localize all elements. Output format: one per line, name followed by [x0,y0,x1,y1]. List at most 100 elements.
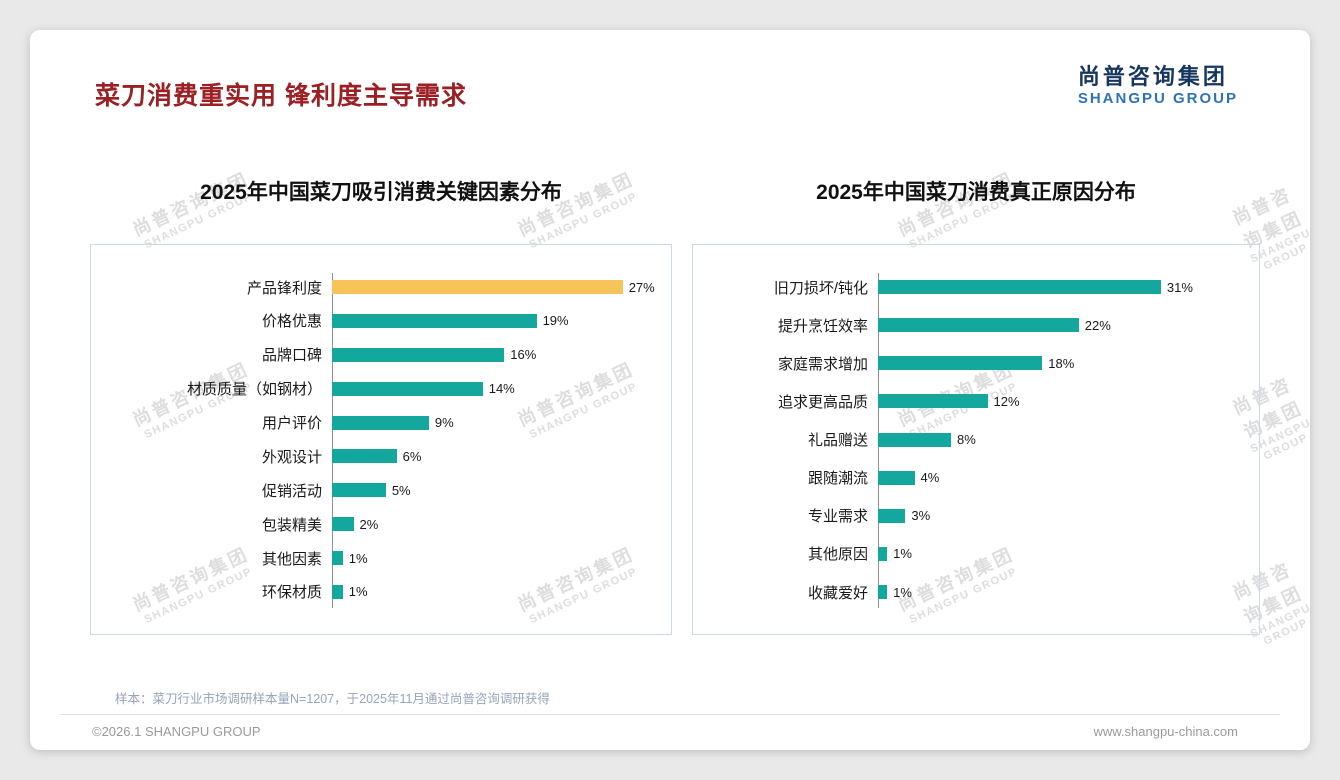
bar-category-label: 追求更高品质 [777,393,868,411]
bar-track: 1% [878,585,1243,600]
bar-track: 9% [332,415,655,430]
sample-note: 样本：菜刀行业市场调研样本量N=1207，于2025年11月通过尚普咨询调研获得 [115,692,550,706]
bar [878,318,1079,333]
bar [332,415,429,430]
bar-track: 1% [332,584,655,599]
bar-rows: 产品锋利度 27% 价格优惠 19% 品牌口碑 16% 材质质量（如钢材） 14% 用户评价 9%… [107,277,655,602]
bar-row: 专业需求 3% [709,506,1243,526]
bar-chart-left: 产品锋利度 27% 价格优惠 19% 品牌口碑 16% 材质质量（如钢材） 14% 用户评价 9%… [90,244,672,635]
chart-column-right: 2025年中国菜刀消费真正原因分布 旧刀损坏/钝化 31% 提升烹饪效率 22% 家庭需… [692,168,1260,635]
bar-track: 1% [332,550,655,566]
company-logo: 尚普咨询集团 SHANGPU GROUP [1078,64,1238,108]
bar-value-label: 2% [359,516,379,532]
bar-row: 包装精美 2% [107,514,655,534]
bar [878,356,1043,371]
bar-chart-right: 旧刀损坏/钝化 31% 提升烹饪效率 22% 家庭需求增加 18% 追求更高品质 12% 礼品赠… [692,244,1260,635]
bar-row: 跟随潮流 4% [709,468,1243,488]
bar-track: 22% [878,317,1243,333]
bar [332,280,623,294]
bar-category-label: 促销活动 [261,482,322,500]
slide-card: 尚普咨询集团 SHANGPU GROUP 尚普咨询集团 SHANGPU GROUP 尚普… [30,30,1310,750]
logo-english-text: SHANGPU GROUP [1077,90,1238,107]
bar-category-label: 价格优惠 [261,313,322,331]
bar-value-label: 1% [893,546,912,562]
bar-category-label: 专业需求 [807,508,868,526]
bar-value-label: 4% [920,470,940,486]
bar-row: 用户评价 9% [107,413,655,433]
bar-value-label: 9% [434,415,454,430]
logo-chinese-text: 尚普咨询集团 [1077,64,1228,89]
bar-value-label: 22% [1084,317,1111,333]
bar-track: 18% [878,355,1243,371]
bar-row: 环保材质 1% [107,582,655,602]
bar-track: 16% [332,347,655,362]
bar-row: 礼品赠送 8% [709,430,1243,450]
website-url: www.shangpu-china.com [1093,724,1238,739]
bar-row: 提升烹饪效率 22% [709,315,1243,335]
bar-row: 追求更高品质 12% [709,391,1243,411]
chart-title-left: 2025年中国菜刀吸引消费关键因素分布 [200,181,562,204]
bar-value-label: 18% [1048,355,1075,371]
bar-track: 2% [332,516,655,532]
bar-row: 其他因素 1% [107,548,655,568]
bar [878,470,915,485]
bar-track: 5% [332,483,655,498]
bar-category-label: 外观设计 [261,448,322,466]
bar [332,313,537,328]
bar [332,517,354,532]
copyright-text: ©2026.1 SHANGPU GROUP [92,724,261,739]
bar [332,381,483,396]
bar-value-label: 8% [957,432,976,447]
bar-track: 1% [878,546,1243,562]
bar-row: 旧刀损坏/钝化 31% [709,277,1243,297]
bar-track: 14% [332,381,655,397]
bar [878,546,888,561]
bar-category-label: 提升烹饪效率 [777,317,868,335]
bar [878,394,988,409]
bar-value-label: 1% [348,550,368,566]
bar-value-label: 14% [488,381,515,397]
bar [332,584,343,599]
bar [878,585,888,599]
bar-row: 品牌口碑 16% [107,345,655,365]
bar-value-label: 12% [993,393,1020,409]
bar [332,551,343,565]
bar [878,432,951,447]
chart-column-left: 2025年中国菜刀吸引消费关键因素分布 产品锋利度 27% 价格优惠 19% 品牌口碑 1… [90,168,672,635]
bar-row: 价格优惠 19% [107,311,655,331]
bar-track: 4% [878,470,1243,486]
chart-title-right: 2025年中国菜刀消费真正原因分布 [816,181,1136,204]
bar-category-label: 环保材质 [261,584,322,602]
bar [332,483,386,498]
bar-track: 27% [332,279,655,295]
bar-value-label: 6% [402,448,422,464]
bar-row: 收藏爱好 1% [709,582,1243,602]
bar-value-label: 19% [542,313,569,329]
bar-category-label: 礼品赠送 [807,432,868,449]
bar-category-label: 其他因素 [261,550,322,568]
bar-category-label: 跟随潮流 [807,470,868,488]
bar-track: 6% [332,448,655,464]
bar-category-label: 品牌口碑 [261,347,322,365]
bar-category-label: 材质质量（如钢材） [186,381,322,399]
bar-category-label: 用户评价 [261,415,322,432]
bar-row: 家庭需求增加 18% [709,353,1243,373]
bar-value-label: 31% [1166,279,1193,295]
page-title: 菜刀消费重实用 锋利度主导需求 [95,82,467,110]
bar-category-label: 其他原因 [807,546,868,564]
bar-value-label: 27% [628,279,655,295]
bar-track: 12% [878,393,1243,409]
bar-row: 其他原因 1% [709,544,1243,564]
bar-track: 8% [878,432,1243,447]
bar-row: 外观设计 6% [107,446,655,466]
bar [332,449,397,464]
bar-track: 19% [332,313,655,329]
bar-row: 促销活动 5% [107,480,655,500]
bar-value-label: 3% [911,508,931,524]
bar-category-label: 产品锋利度 [246,279,322,297]
bar-row: 产品锋利度 27% [107,277,655,297]
bar-category-label: 家庭需求增加 [777,355,868,373]
bar-row: 材质质量（如钢材） 14% [107,379,655,399]
bar-category-label: 收藏爱好 [807,584,868,602]
bar-track: 3% [878,508,1243,524]
